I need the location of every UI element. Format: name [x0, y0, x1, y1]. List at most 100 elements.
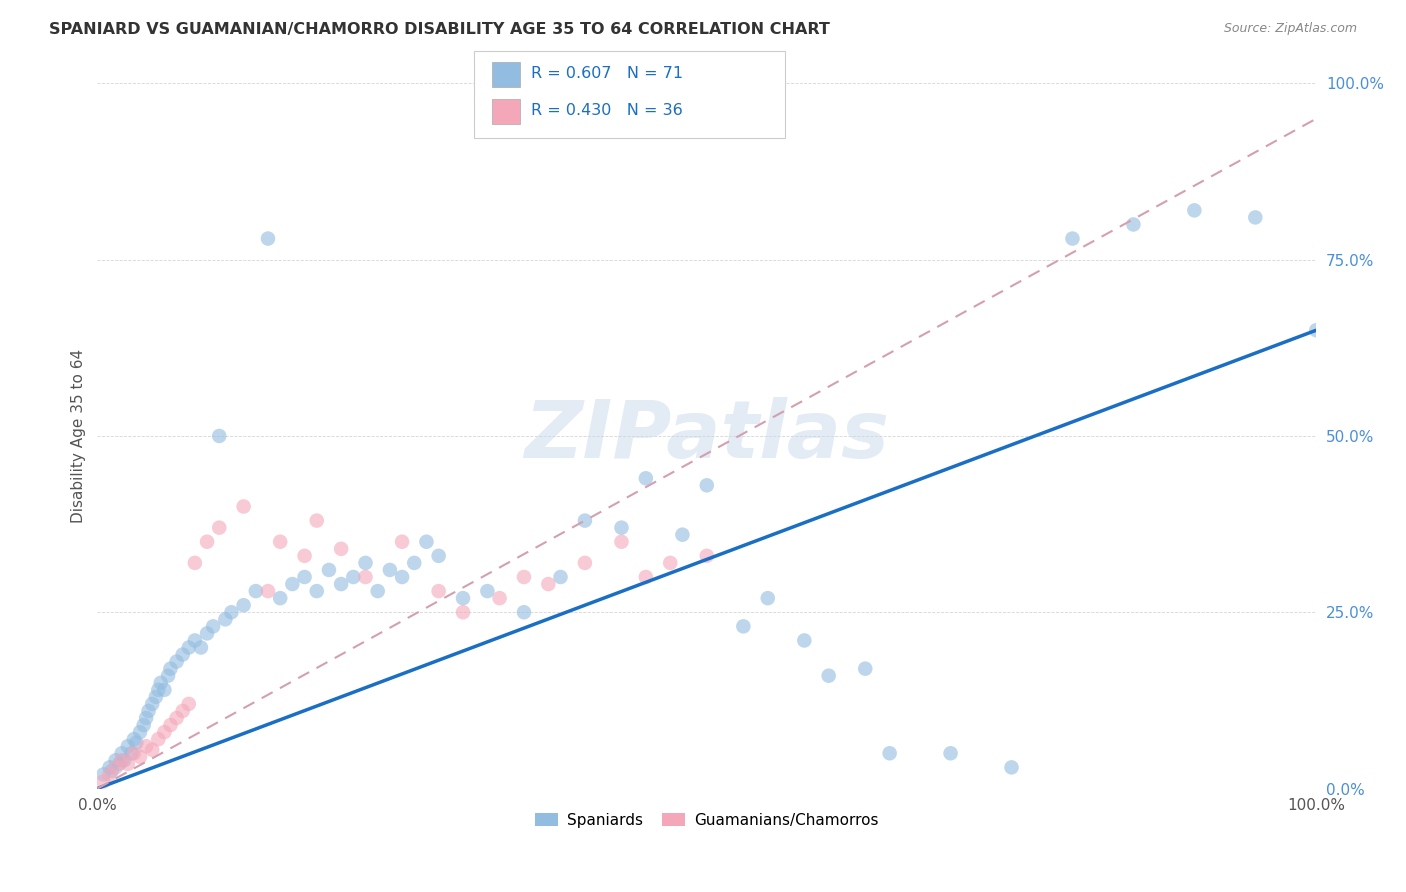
Point	[111, 753, 134, 767]
Point	[117, 756, 139, 771]
Point	[177, 697, 200, 711]
Point	[696, 478, 718, 492]
Point	[141, 743, 163, 757]
Point	[117, 739, 139, 754]
Point	[939, 746, 962, 760]
Point	[634, 471, 657, 485]
Point	[574, 556, 596, 570]
Point	[330, 577, 353, 591]
Point	[190, 640, 212, 655]
Point	[294, 570, 316, 584]
Point	[354, 556, 377, 570]
Point	[1000, 760, 1022, 774]
Point	[1122, 218, 1144, 232]
Point	[153, 725, 176, 739]
Point	[148, 682, 170, 697]
Point	[148, 732, 170, 747]
Point	[391, 534, 413, 549]
Point	[159, 662, 181, 676]
Text: SPANIARD VS GUAMANIAN/CHAMORRO DISABILITY AGE 35 TO 64 CORRELATION CHART: SPANIARD VS GUAMANIAN/CHAMORRO DISABILIT…	[49, 22, 830, 37]
Point	[195, 534, 218, 549]
Point	[104, 760, 127, 774]
Point	[415, 534, 437, 549]
Point	[208, 521, 231, 535]
Point	[550, 570, 572, 584]
Point	[696, 549, 718, 563]
Point	[214, 612, 236, 626]
Y-axis label: Disability Age 35 to 64: Disability Age 35 to 64	[72, 349, 86, 523]
Point	[853, 662, 876, 676]
Point	[104, 753, 127, 767]
Point	[513, 605, 536, 619]
Point	[817, 669, 839, 683]
Point	[98, 767, 121, 781]
Point	[172, 704, 194, 718]
Point	[135, 739, 157, 754]
Point	[391, 570, 413, 584]
Point	[129, 725, 152, 739]
Point	[111, 746, 134, 760]
Point	[153, 682, 176, 697]
Point	[129, 749, 152, 764]
Point	[269, 591, 291, 606]
Point	[232, 500, 254, 514]
Point	[756, 591, 779, 606]
Point	[138, 704, 160, 718]
Point	[232, 598, 254, 612]
Point	[122, 732, 145, 747]
Point	[733, 619, 755, 633]
Point	[574, 514, 596, 528]
Text: Source: ZipAtlas.com: Source: ZipAtlas.com	[1223, 22, 1357, 36]
Point	[221, 605, 243, 619]
Point	[793, 633, 815, 648]
Point	[202, 619, 225, 633]
Point	[1182, 203, 1205, 218]
Point	[166, 711, 188, 725]
Point	[427, 584, 450, 599]
Point	[195, 626, 218, 640]
Point	[294, 549, 316, 563]
Point	[141, 697, 163, 711]
Text: R = 0.430   N = 36: R = 0.430 N = 36	[531, 103, 683, 118]
Point	[108, 756, 131, 771]
Point	[184, 556, 207, 570]
Point	[93, 774, 115, 789]
Point	[378, 563, 401, 577]
Point	[98, 760, 121, 774]
Point	[257, 584, 280, 599]
Legend: Spaniards, Guamanians/Chamorros: Spaniards, Guamanians/Chamorros	[529, 806, 884, 834]
Point	[257, 231, 280, 245]
Point	[101, 764, 124, 778]
Text: ZIPatlas: ZIPatlas	[524, 397, 890, 475]
Point	[879, 746, 901, 760]
Point	[477, 584, 499, 599]
Point	[157, 669, 180, 683]
Point	[121, 746, 143, 760]
Point	[488, 591, 510, 606]
Point	[537, 577, 560, 591]
Point	[149, 675, 172, 690]
Point	[610, 521, 633, 535]
Point	[659, 556, 682, 570]
Point	[451, 591, 474, 606]
Point	[671, 527, 693, 541]
Point	[451, 605, 474, 619]
Point	[513, 570, 536, 584]
Point	[184, 633, 207, 648]
Point	[1244, 211, 1267, 225]
Point	[208, 429, 231, 443]
Point	[610, 534, 633, 549]
Point	[159, 718, 181, 732]
Point	[427, 549, 450, 563]
Point	[318, 563, 340, 577]
Point	[367, 584, 389, 599]
Point	[132, 718, 155, 732]
Point	[404, 556, 426, 570]
Point	[125, 736, 148, 750]
Point	[305, 514, 328, 528]
Point	[1305, 323, 1327, 337]
Point	[281, 577, 304, 591]
Point	[269, 534, 291, 549]
Point	[245, 584, 267, 599]
Point	[177, 640, 200, 655]
